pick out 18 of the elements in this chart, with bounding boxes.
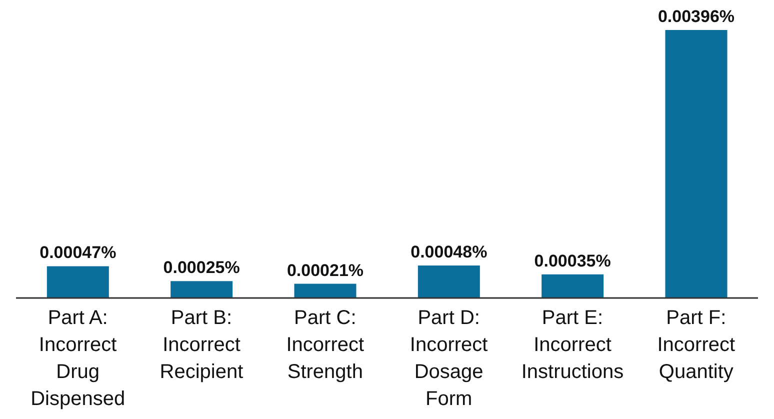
data-label: 0.00035% — [534, 251, 611, 270]
x-tick-label: Part F: Incorrect Quantity — [657, 307, 736, 383]
bar — [294, 284, 356, 298]
x-tick-label: Part C: Incorrect Strength — [286, 307, 365, 383]
bar — [46, 266, 109, 298]
x-tick-label: Part E: Incorrect Instructions — [521, 307, 624, 383]
data-label: 0.00021% — [286, 260, 364, 280]
data-label: 0.00025% — [163, 258, 240, 278]
data-label: 0.00048% — [410, 242, 488, 262]
data-label: 0.00047% — [40, 243, 116, 262]
data-label: 0.00396% — [658, 7, 735, 26]
x-tick-label: Part B: Incorrect Recipient — [160, 307, 244, 383]
bar — [418, 266, 480, 298]
bar — [542, 274, 604, 298]
bar — [665, 30, 728, 298]
x-tick-label: Part D: Incorrect Dosage Form — [410, 307, 488, 410]
x-tick-label: Part A: Incorrect Drug Dispensed — [30, 307, 126, 410]
bar — [170, 281, 233, 298]
